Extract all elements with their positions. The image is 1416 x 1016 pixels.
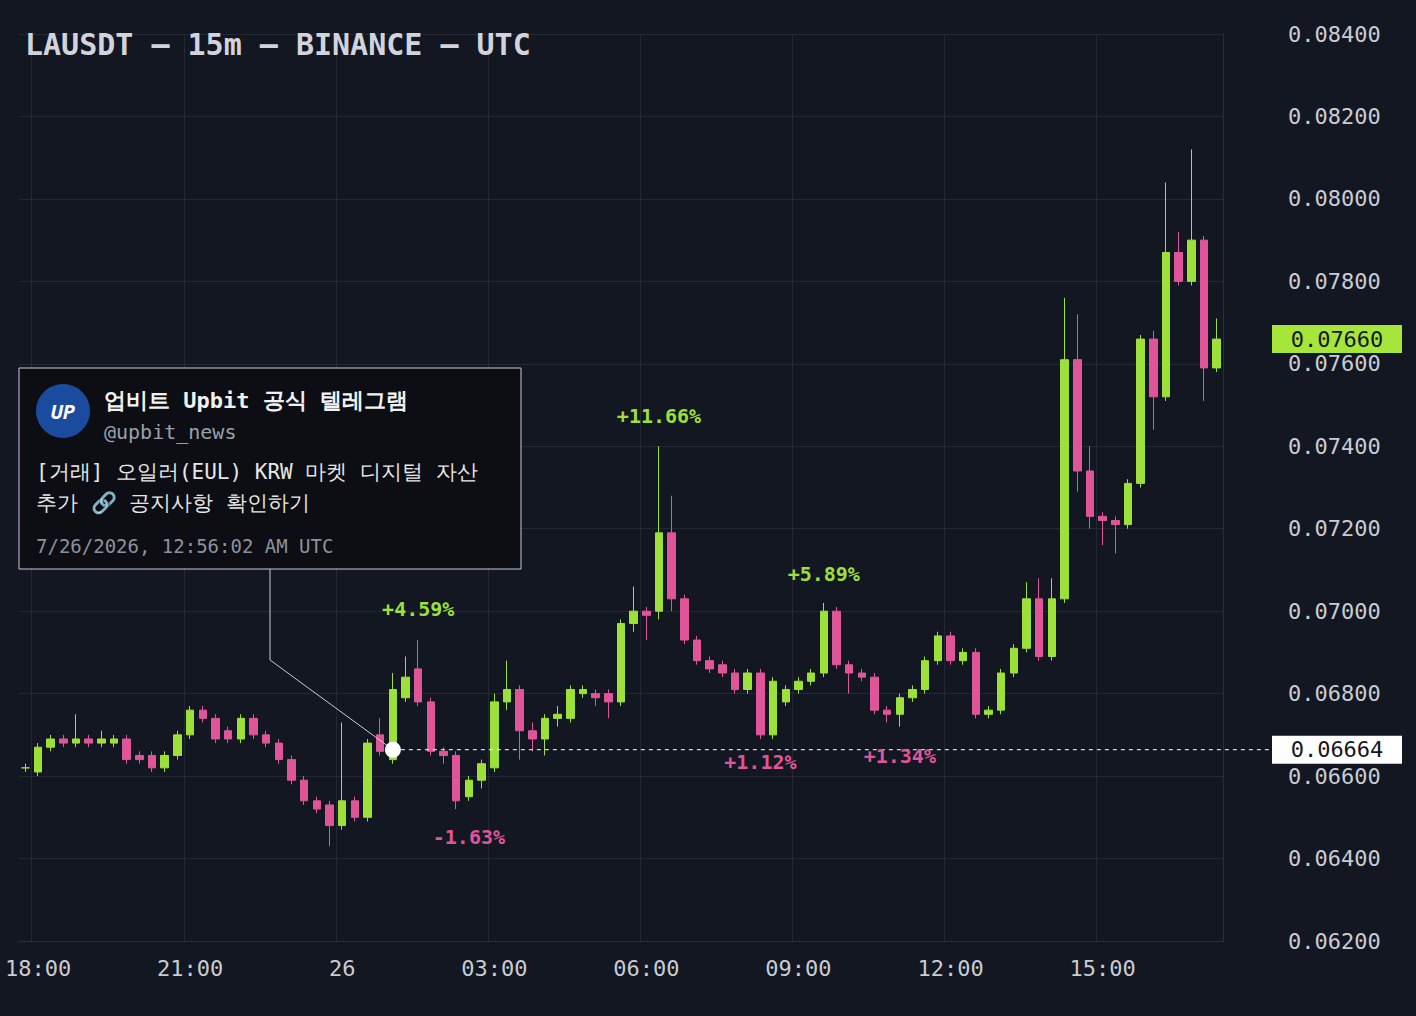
svg-text:[거래] 오일러(EUL) KRW 마켓 디지털 자산: [거래] 오일러(EUL) KRW 마켓 디지털 자산 bbox=[36, 460, 478, 484]
svg-text:UP: UP bbox=[51, 400, 75, 424]
svg-text:추가 🔗 공지사항 확인하기: 추가 🔗 공지사항 확인하기 bbox=[36, 490, 310, 516]
svg-text:09:00: 09:00 bbox=[765, 956, 831, 981]
svg-text:+11.66%: +11.66% bbox=[617, 404, 701, 428]
svg-text:+4.59%: +4.59% bbox=[382, 597, 454, 621]
svg-text:+5.89%: +5.89% bbox=[788, 562, 860, 586]
svg-text:0.06664: 0.06664 bbox=[1291, 737, 1384, 762]
svg-text:+1.34%: +1.34% bbox=[864, 744, 936, 768]
svg-text:06:00: 06:00 bbox=[613, 956, 679, 981]
svg-text:0.06800: 0.06800 bbox=[1288, 681, 1381, 706]
svg-text:0.06600: 0.06600 bbox=[1288, 764, 1381, 789]
svg-text:26: 26 bbox=[329, 956, 356, 981]
svg-text:0.06400: 0.06400 bbox=[1288, 846, 1381, 871]
svg-text:0.08400: 0.08400 bbox=[1288, 22, 1381, 47]
svg-text:0.07800: 0.07800 bbox=[1288, 269, 1381, 294]
svg-text:업비트 Upbit 공식 텔레그램: 업비트 Upbit 공식 텔레그램 bbox=[104, 388, 408, 413]
svg-text:0.07600: 0.07600 bbox=[1288, 351, 1381, 376]
svg-text:0.07660: 0.07660 bbox=[1291, 327, 1384, 352]
svg-text:0.07200: 0.07200 bbox=[1288, 516, 1381, 541]
svg-text:0.07000: 0.07000 bbox=[1288, 599, 1381, 624]
svg-text:LAUSDT — 15m — BINANCE — UTC: LAUSDT — 15m — BINANCE — UTC bbox=[25, 27, 531, 62]
svg-text:21:00: 21:00 bbox=[157, 956, 223, 981]
svg-text:12:00: 12:00 bbox=[917, 956, 983, 981]
svg-text:0.06200: 0.06200 bbox=[1288, 929, 1381, 954]
svg-text:-1.63%: -1.63% bbox=[433, 825, 505, 849]
svg-text:+1.12%: +1.12% bbox=[724, 750, 796, 774]
svg-text:0.08000: 0.08000 bbox=[1288, 186, 1381, 211]
svg-text:03:00: 03:00 bbox=[461, 956, 527, 981]
svg-text:0.08200: 0.08200 bbox=[1288, 104, 1381, 129]
svg-text:0.07400: 0.07400 bbox=[1288, 434, 1381, 459]
svg-text:15:00: 15:00 bbox=[1069, 956, 1135, 981]
svg-text:@upbit_news: @upbit_news bbox=[104, 420, 236, 444]
svg-text:7/26/2026, 12:56:02 AM UTC: 7/26/2026, 12:56:02 AM UTC bbox=[36, 535, 333, 557]
svg-text:18:00: 18:00 bbox=[5, 956, 71, 981]
